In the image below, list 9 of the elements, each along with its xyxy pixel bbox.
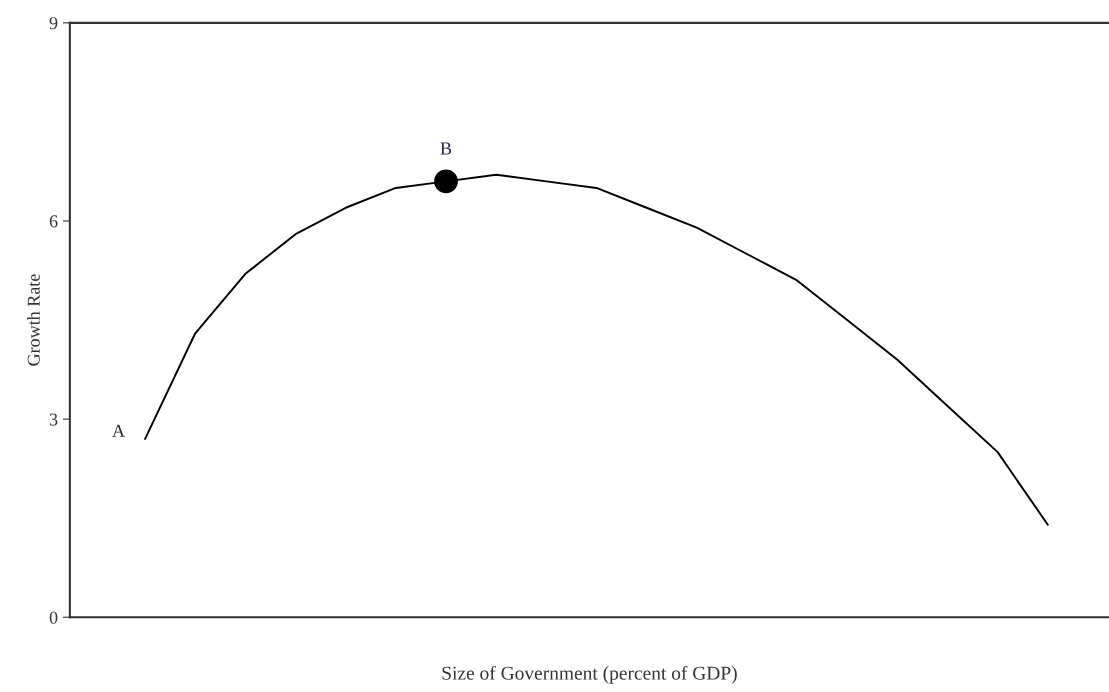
y-tick-label: 3 bbox=[49, 413, 58, 426]
y-tick-label: 6 bbox=[49, 215, 58, 228]
y-tick-label: 9 bbox=[49, 17, 58, 30]
line-series bbox=[144, 173, 1049, 526]
x-axis-title: Size of Government (percent of GDP) bbox=[442, 665, 737, 684]
y-tick-label: 0 bbox=[49, 611, 58, 624]
series-label: A bbox=[112, 424, 125, 437]
series-label: B bbox=[440, 142, 452, 155]
y-axis-title: Growth Rate bbox=[27, 274, 40, 366]
